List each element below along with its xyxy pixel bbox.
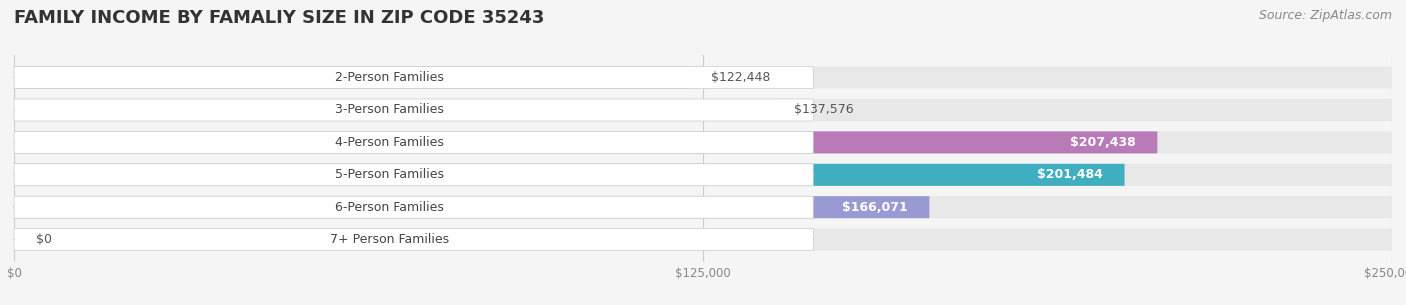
FancyBboxPatch shape xyxy=(14,66,1392,88)
Text: 3-Person Families: 3-Person Families xyxy=(335,103,444,117)
FancyBboxPatch shape xyxy=(14,66,813,88)
Text: $201,484: $201,484 xyxy=(1036,168,1102,181)
FancyBboxPatch shape xyxy=(14,164,813,186)
FancyBboxPatch shape xyxy=(14,99,813,121)
FancyBboxPatch shape xyxy=(14,196,1392,218)
Text: 7+ Person Families: 7+ Person Families xyxy=(330,233,450,246)
Text: $137,576: $137,576 xyxy=(794,103,853,117)
FancyBboxPatch shape xyxy=(14,99,772,121)
Text: 4-Person Families: 4-Person Families xyxy=(335,136,444,149)
FancyBboxPatch shape xyxy=(14,131,813,153)
Text: $166,071: $166,071 xyxy=(842,201,907,214)
FancyBboxPatch shape xyxy=(14,229,813,251)
FancyBboxPatch shape xyxy=(14,131,1392,153)
FancyBboxPatch shape xyxy=(14,99,1392,121)
FancyBboxPatch shape xyxy=(14,164,1125,186)
FancyBboxPatch shape xyxy=(14,66,689,88)
Text: $122,448: $122,448 xyxy=(711,71,770,84)
FancyBboxPatch shape xyxy=(14,131,1157,153)
Text: FAMILY INCOME BY FAMALIY SIZE IN ZIP CODE 35243: FAMILY INCOME BY FAMALIY SIZE IN ZIP COD… xyxy=(14,9,544,27)
Text: 6-Person Families: 6-Person Families xyxy=(335,201,444,214)
FancyBboxPatch shape xyxy=(14,229,1392,251)
FancyBboxPatch shape xyxy=(14,196,929,218)
Text: $207,438: $207,438 xyxy=(1070,136,1135,149)
FancyBboxPatch shape xyxy=(14,196,813,218)
Text: 2-Person Families: 2-Person Families xyxy=(335,71,444,84)
Text: 5-Person Families: 5-Person Families xyxy=(335,168,444,181)
FancyBboxPatch shape xyxy=(14,164,1392,186)
Text: Source: ZipAtlas.com: Source: ZipAtlas.com xyxy=(1258,9,1392,22)
Text: $0: $0 xyxy=(37,233,52,246)
